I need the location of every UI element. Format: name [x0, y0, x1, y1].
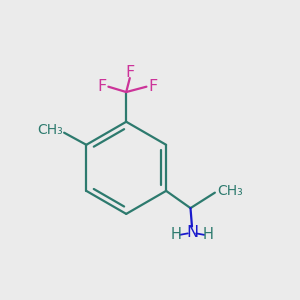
Text: H: H — [170, 227, 181, 242]
Text: F: F — [148, 79, 158, 94]
Text: F: F — [97, 79, 106, 94]
Text: CH₃: CH₃ — [37, 123, 63, 137]
Text: CH₃: CH₃ — [217, 184, 243, 198]
Text: F: F — [125, 65, 134, 80]
Text: N: N — [186, 225, 198, 240]
Text: H: H — [203, 227, 214, 242]
